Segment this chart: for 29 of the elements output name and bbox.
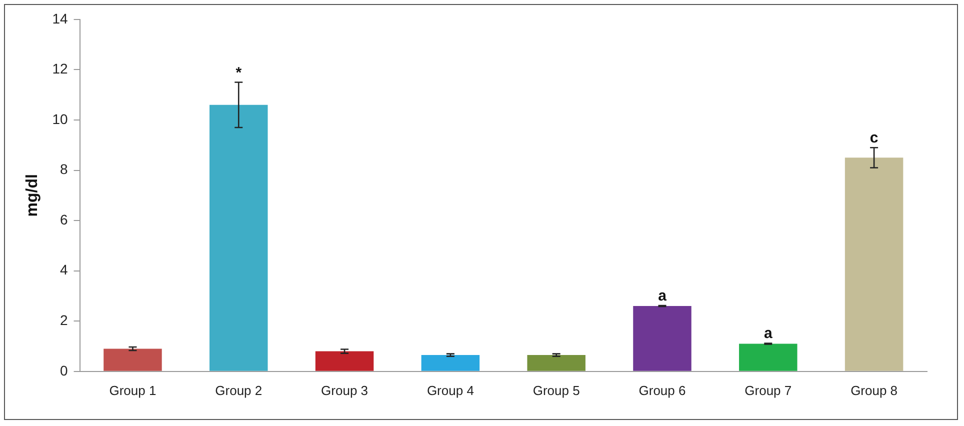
- bar: [739, 344, 798, 371]
- x-tick-label: Group 3: [321, 382, 368, 398]
- annotation: c: [870, 130, 878, 147]
- bar: [104, 348, 162, 371]
- bar: [421, 355, 480, 371]
- y-tick-label: 4: [60, 262, 68, 278]
- y-tick-label: 8: [60, 161, 68, 178]
- bar: [315, 351, 374, 371]
- bar: [210, 104, 268, 371]
- bar: [633, 306, 692, 371]
- y-tick-label: 6: [60, 211, 68, 228]
- y-tick-label: 14: [52, 10, 68, 26]
- annotation: *: [236, 64, 242, 82]
- y-tick-label: 12: [52, 60, 68, 77]
- bar: [527, 355, 586, 371]
- y-axis-title: mg/dl: [24, 174, 42, 217]
- y-tick-label: 10: [52, 110, 68, 127]
- annotation: a: [658, 288, 668, 305]
- x-tick-label: Group 5: [532, 382, 580, 398]
- annotation: a: [764, 325, 773, 342]
- x-tick-label: Group 6: [638, 382, 686, 398]
- x-tick-label: Group 2: [215, 382, 262, 398]
- x-tick-label: Group 1: [109, 382, 156, 398]
- bar: [844, 158, 904, 371]
- x-tick-label: Group 4: [426, 382, 474, 398]
- y-tick-label: 2: [60, 312, 68, 328]
- y-tick-label: 0: [60, 362, 68, 378]
- x-tick-label: Group 7: [744, 382, 792, 398]
- x-tick-label: Group 8: [850, 382, 898, 398]
